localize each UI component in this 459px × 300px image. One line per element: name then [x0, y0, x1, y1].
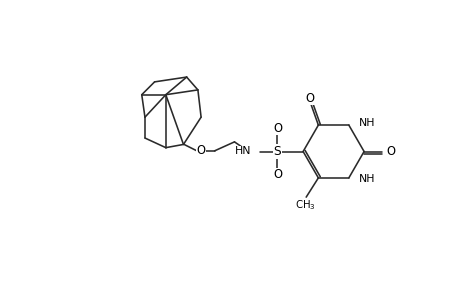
Text: O: O	[272, 168, 281, 181]
Text: NH: NH	[358, 175, 374, 184]
Text: S: S	[273, 145, 280, 158]
Text: O: O	[386, 145, 394, 158]
Text: NH: NH	[358, 118, 374, 128]
Text: O: O	[272, 122, 281, 135]
Text: O: O	[196, 144, 205, 158]
Text: CH$_3$: CH$_3$	[294, 199, 315, 212]
Text: HN: HN	[235, 146, 251, 157]
Text: O: O	[305, 92, 314, 105]
